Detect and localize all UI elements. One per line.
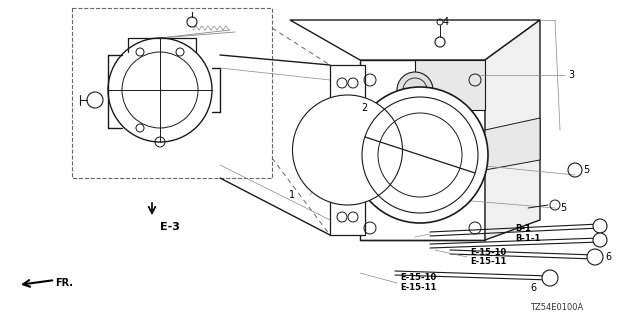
Bar (72, 8, 272, 178)
Text: 2: 2 (362, 103, 368, 113)
Circle shape (593, 233, 607, 247)
Circle shape (593, 219, 607, 233)
Text: E-15-10: E-15-10 (400, 274, 436, 283)
Text: E-15-11: E-15-11 (470, 258, 506, 267)
Text: FR.: FR. (55, 278, 73, 288)
Circle shape (587, 249, 603, 265)
Circle shape (352, 87, 488, 223)
Text: 4: 4 (443, 17, 449, 27)
Text: 1: 1 (289, 190, 295, 200)
Text: E-15-10: E-15-10 (470, 247, 506, 257)
Polygon shape (290, 20, 540, 60)
Circle shape (542, 270, 558, 286)
Text: E-3: E-3 (160, 222, 180, 232)
Text: 5: 5 (560, 203, 566, 213)
Text: TZ54E0100A: TZ54E0100A (530, 303, 583, 313)
Circle shape (397, 72, 433, 108)
Text: B-1-1: B-1-1 (515, 234, 540, 243)
Text: B-1: B-1 (515, 223, 531, 233)
Text: 5: 5 (583, 165, 589, 175)
Text: 6: 6 (605, 252, 611, 262)
Text: 6: 6 (530, 283, 536, 293)
Polygon shape (485, 118, 540, 170)
Text: E-15-11: E-15-11 (400, 284, 436, 292)
Text: 3: 3 (568, 70, 574, 80)
Polygon shape (330, 65, 365, 235)
Polygon shape (360, 60, 485, 240)
Polygon shape (485, 20, 540, 240)
Polygon shape (415, 60, 485, 110)
Circle shape (292, 95, 403, 205)
